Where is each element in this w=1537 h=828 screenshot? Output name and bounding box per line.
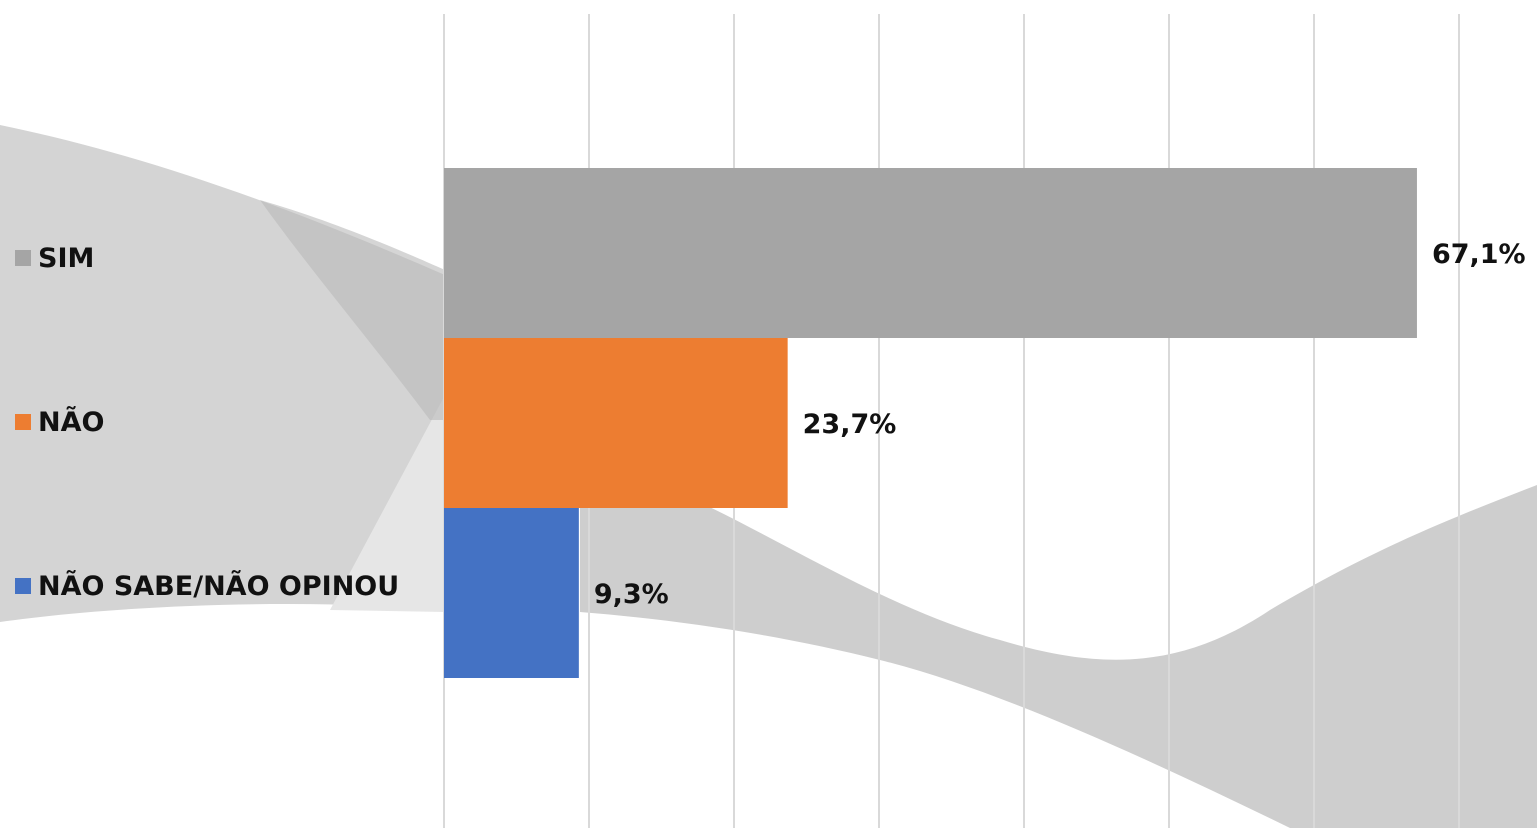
background-swoosh-dark: [260, 200, 445, 420]
data-labels: 67,1% 23,7% 9,3%: [594, 239, 1526, 610]
legend-swatch: [15, 578, 31, 594]
legend-label: SIM: [38, 243, 94, 274]
data-label-1: 67,1%: [1432, 239, 1526, 270]
background-wave-right: [580, 460, 1537, 828]
bar-3: [444, 508, 579, 678]
legend-swatch: [15, 250, 31, 266]
background-swoosh-light: [330, 395, 445, 612]
data-label-3: 9,3%: [594, 579, 669, 610]
legend-entry-1: SIM: [15, 243, 94, 274]
legend-label: NÃO: [38, 406, 104, 438]
data-label-2: 23,7%: [803, 409, 897, 440]
bars: [444, 168, 1417, 678]
legend-swatch: [15, 414, 31, 430]
legend-entry-3: NÃO SABE/NÃO OPINOU: [15, 570, 399, 602]
bar-2: [444, 338, 788, 508]
bar-1: [444, 168, 1417, 338]
legend-entry-2: NÃO: [15, 406, 104, 438]
legend: SIM NÃO NÃO SABE/NÃO OPINOU: [15, 243, 399, 602]
legend-label: NÃO SABE/NÃO OPINOU: [38, 570, 399, 602]
background-decoration: [0, 125, 1537, 828]
